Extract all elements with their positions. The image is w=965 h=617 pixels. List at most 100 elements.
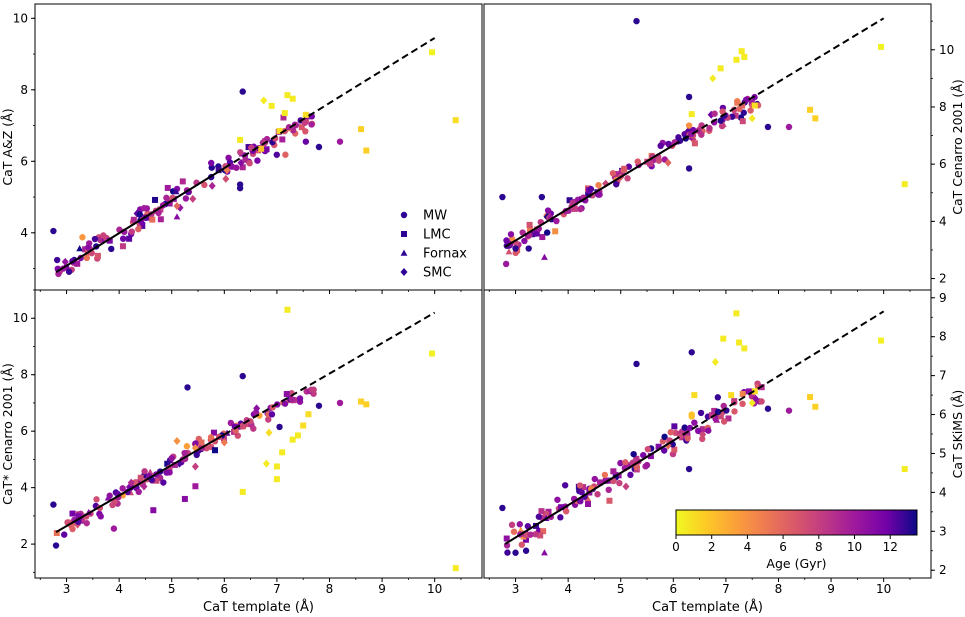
x-tick-label: 7 <box>273 582 281 596</box>
data-point <box>571 205 578 212</box>
data-point <box>503 237 510 244</box>
data-point <box>594 491 601 498</box>
data-point <box>691 392 698 399</box>
data-point <box>499 504 506 512</box>
data-point <box>358 398 365 405</box>
data-point <box>688 349 695 356</box>
data-point <box>655 157 663 164</box>
y-tick-label: 8 <box>20 83 28 97</box>
x-tick-label: 10 <box>876 582 891 596</box>
fit-line-solid <box>55 167 225 274</box>
data-point <box>50 227 57 235</box>
data-point <box>292 121 300 129</box>
data-point <box>507 231 515 238</box>
data-point <box>106 492 113 499</box>
data-point <box>155 209 162 217</box>
data-point <box>736 339 743 346</box>
data-point <box>76 245 84 252</box>
data-point <box>613 181 620 188</box>
data-point <box>191 462 199 471</box>
data-point <box>731 398 738 405</box>
data-point <box>691 419 698 426</box>
data-point <box>736 105 743 113</box>
legend-label: Fornax <box>423 247 467 262</box>
data-point <box>878 43 885 50</box>
data-point <box>135 488 142 496</box>
data-point <box>61 531 68 538</box>
data-point <box>157 216 164 223</box>
data-point <box>633 463 641 471</box>
data-point <box>280 114 287 121</box>
data-point <box>739 118 746 125</box>
data-point <box>220 435 227 442</box>
data-point <box>222 174 230 183</box>
data-point <box>276 423 283 431</box>
data-point <box>643 461 651 469</box>
data-point <box>119 243 126 250</box>
data-point <box>503 535 510 542</box>
y-tick-label: 10 <box>939 43 954 57</box>
data-point <box>717 117 724 124</box>
legend-marker-mw <box>400 211 408 219</box>
x-tick-label: 6 <box>669 582 677 596</box>
fit-line-dashed <box>672 17 885 147</box>
data-point <box>901 466 908 473</box>
data-point <box>605 486 612 494</box>
data-point <box>74 260 81 267</box>
data-point <box>137 474 144 481</box>
data-point <box>738 48 745 55</box>
y-axis-label: CaT SKiMS (Å) <box>950 390 965 479</box>
data-point <box>644 445 652 453</box>
x-tick-label: 5 <box>168 582 176 596</box>
data-point <box>661 433 668 441</box>
data-point <box>714 394 722 401</box>
data-point <box>699 435 706 443</box>
x-tick-label: 3 <box>63 582 71 596</box>
data-point <box>208 159 215 167</box>
data-point <box>717 65 724 72</box>
x-tick-label: 3 <box>512 582 520 596</box>
fit-line-solid <box>504 144 674 248</box>
data-point <box>268 411 276 418</box>
data-point <box>601 471 609 479</box>
x-tick-label: 4 <box>564 582 572 596</box>
data-point <box>719 108 726 115</box>
data-point <box>741 53 748 60</box>
data-point <box>239 164 246 171</box>
legend-label: SMC <box>423 266 452 281</box>
data-point <box>685 93 693 101</box>
data-point <box>198 439 205 446</box>
y-tick-label: 10 <box>13 311 28 325</box>
data-point <box>281 400 289 407</box>
data-point <box>126 235 133 242</box>
data-point <box>160 479 167 486</box>
data-point <box>250 425 257 432</box>
data-point <box>288 395 295 403</box>
panel-top-left: 4 6 8 10 CaT A&Z (Å) MW LMC Fornax SMC <box>0 3 483 294</box>
y-tick-label: 6 <box>939 157 947 171</box>
data-point <box>546 212 554 219</box>
data-point <box>711 110 718 117</box>
data-point <box>85 244 92 251</box>
data-point <box>227 419 235 427</box>
data-point <box>522 547 530 554</box>
data-point <box>764 123 772 131</box>
data-point <box>106 237 113 244</box>
data-point <box>602 477 609 484</box>
data-point <box>764 405 772 412</box>
data-point <box>522 536 529 543</box>
data-point <box>302 138 310 145</box>
data-point <box>610 468 617 475</box>
data-point <box>273 463 280 470</box>
data-point <box>281 110 288 117</box>
data-point <box>61 257 69 266</box>
data-point <box>289 436 296 443</box>
y-tick-label: 3 <box>939 524 947 538</box>
data-point <box>308 121 315 128</box>
legend-marker-fornax <box>400 249 408 256</box>
data-point <box>655 443 662 450</box>
data-point <box>301 119 309 126</box>
data-point <box>363 147 370 154</box>
colorbar-tick-label: 6 <box>779 540 787 554</box>
